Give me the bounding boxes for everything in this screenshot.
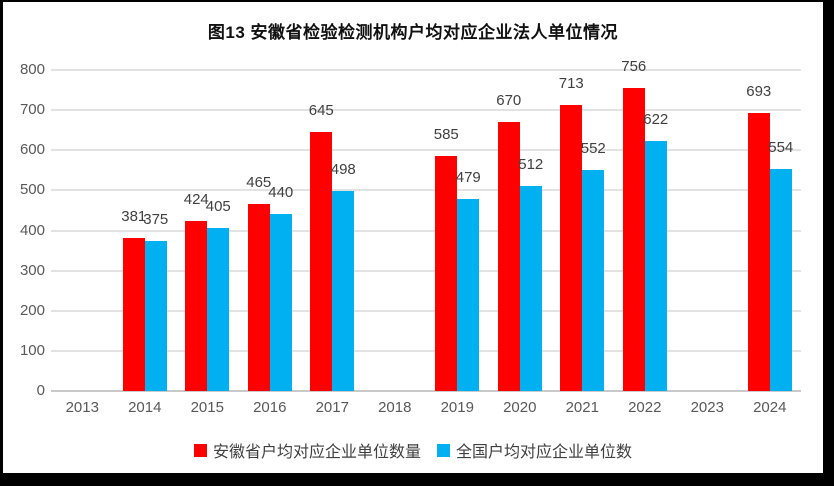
bar-label: 381: [121, 208, 147, 226]
bar-anhui: [185, 220, 208, 391]
bar-label: 552: [580, 139, 606, 157]
legend-label-anhui: 安徽省户均对应企业单位数量: [212, 444, 421, 461]
bar-anhui: [435, 156, 458, 391]
bar-label: 670: [496, 92, 522, 110]
gridline: [51, 69, 801, 71]
x-tick-label: 2014: [128, 399, 162, 416]
bar-label: 756: [621, 57, 647, 75]
y-tick-label: 800: [19, 61, 45, 78]
bar-anhui: [247, 204, 270, 391]
bar-national: [644, 141, 667, 391]
bar-label: 713: [558, 74, 584, 92]
y-tick-label: 400: [19, 221, 45, 239]
bar-label: 645: [308, 102, 334, 120]
x-tick-label: 2023: [690, 399, 724, 416]
bar-label: 622: [643, 111, 669, 129]
y-tick-label: 300: [19, 261, 45, 279]
y-tick-label: 700: [19, 101, 45, 119]
legend-label-national: 全国户均对应企业单位数: [456, 444, 633, 461]
bar-label: 585: [433, 126, 459, 144]
bar-label: 512: [518, 155, 544, 173]
legend-item-anhui: 安徽省户均对应企业单位数量: [193, 438, 421, 462]
bar-label: 554: [768, 138, 794, 156]
bar-anhui: [310, 132, 333, 391]
bar-label: 479: [455, 168, 481, 186]
bar-national: [269, 214, 292, 391]
bar-label: 405: [205, 198, 231, 216]
x-tick-label: 2024: [753, 399, 787, 416]
bar-national: [582, 169, 605, 391]
gridline: [51, 269, 801, 272]
bar-label: 465: [246, 174, 272, 192]
gridline: [51, 349, 801, 352]
bar-label: 498: [330, 161, 356, 179]
gridline: [51, 109, 801, 112]
x-tick-label: 2019: [440, 399, 474, 416]
x-tick-label: 2020: [503, 399, 537, 416]
bar-national: [519, 185, 542, 391]
x-axis-line: [51, 390, 801, 392]
bar-label: 693: [746, 82, 772, 100]
gridline: [51, 189, 801, 192]
x-tick-label: 2017: [315, 399, 349, 416]
bar-anhui: [122, 238, 145, 391]
gridline: [51, 229, 801, 232]
legend-swatch-blue-icon: [437, 443, 450, 457]
y-tick-label: 0: [36, 382, 45, 399]
y-tick-label: 500: [19, 181, 45, 199]
bar-label: 375: [143, 210, 169, 228]
y-tick-label: 200: [19, 301, 45, 319]
x-tick-label: 2018: [378, 399, 412, 416]
gridline: [51, 309, 801, 312]
bar-national: [332, 191, 355, 391]
x-tick-label: 2015: [190, 399, 224, 416]
bar-anhui: [497, 122, 520, 391]
x-tick-label: 2021: [565, 399, 599, 416]
x-tick-label: 2013: [65, 399, 99, 416]
x-tick-label: 2016: [253, 399, 287, 416]
bar-label: 440: [268, 184, 294, 202]
legend-item-national: 全国户均对应企业单位数: [437, 438, 632, 462]
legend-swatch-red-icon: [193, 443, 207, 457]
bar-national: [207, 228, 230, 391]
bar-national: [457, 198, 480, 391]
bar-anhui: [560, 104, 583, 391]
bar-anhui: [747, 112, 770, 391]
x-tick-label: 2022: [628, 399, 662, 416]
gridline: [51, 149, 801, 152]
y-tick-label: 100: [19, 341, 45, 359]
chart-title: 图13 安徽省检验检测机构户均对应企业法人单位情况: [207, 23, 619, 42]
y-tick-label: 600: [19, 141, 45, 159]
legend: 安徽省户均对应企业单位数量 全国户均对应企业单位数: [3, 438, 823, 462]
bar-label: 424: [183, 190, 209, 208]
bar-national: [144, 240, 167, 391]
chart-canvas: 图13 安徽省检验检测机构户均对应企业法人单位情况 安徽省户均对应企业单位数量 …: [3, 2, 823, 473]
bar-national: [769, 168, 792, 391]
bar-anhui: [622, 87, 645, 391]
